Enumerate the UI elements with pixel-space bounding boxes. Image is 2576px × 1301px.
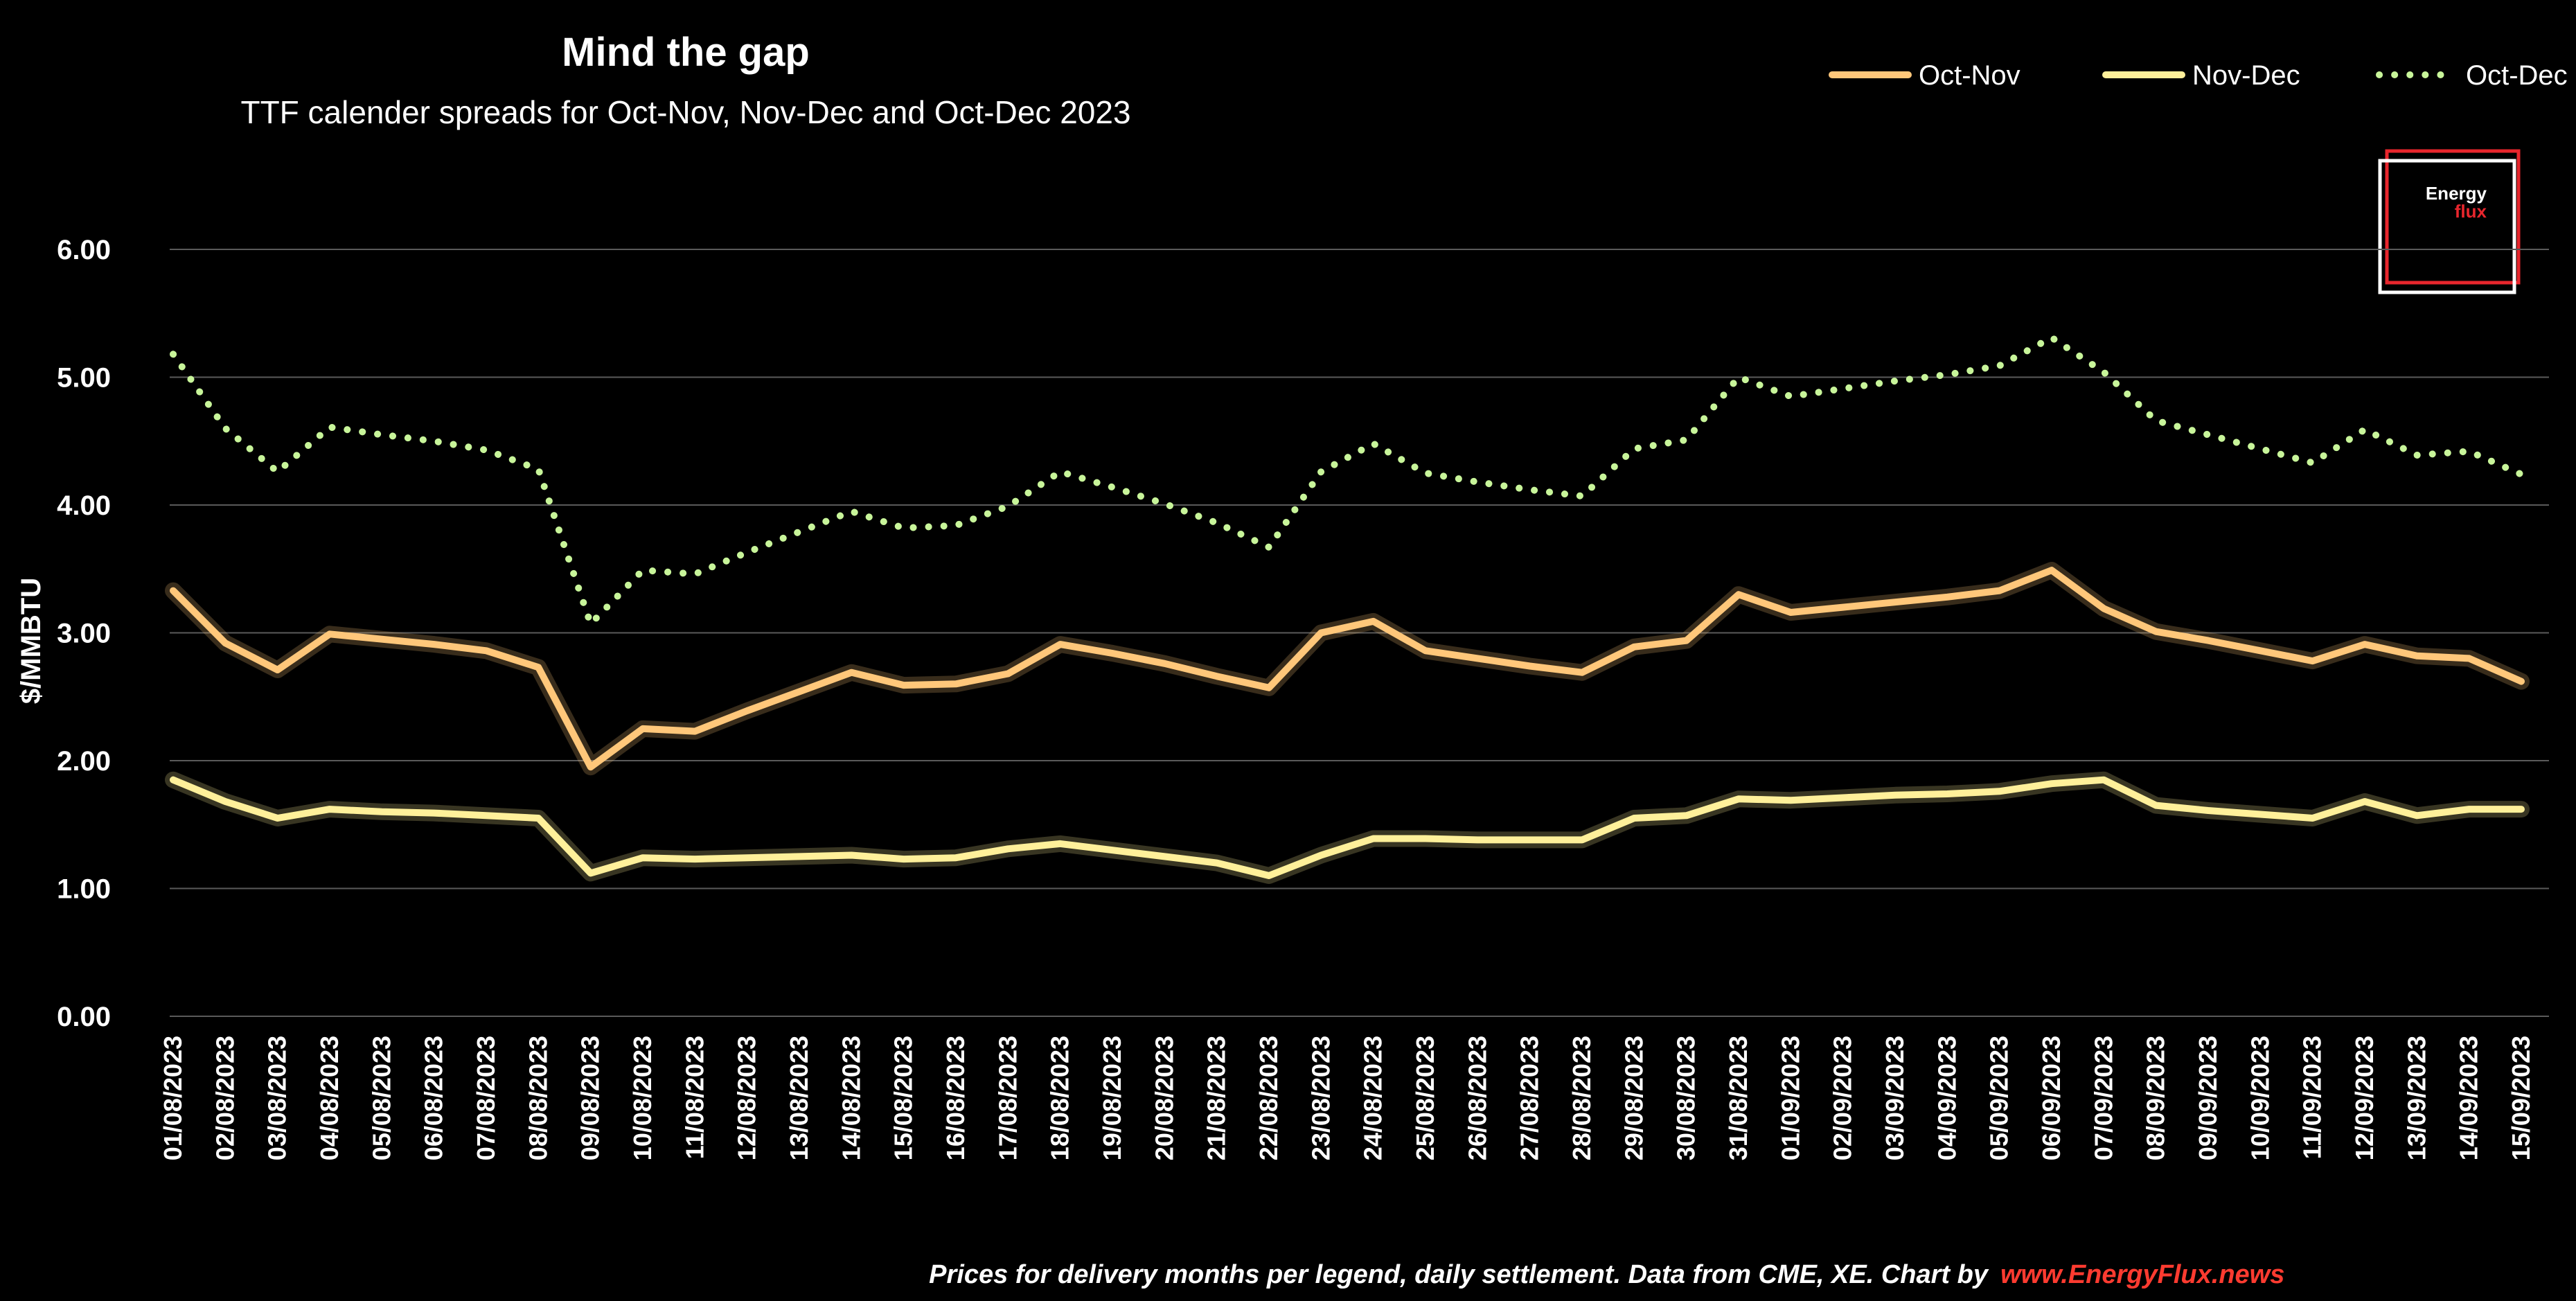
series-line-nov-dec: [170, 776, 2525, 879]
y-tick-label: 6.00: [57, 235, 111, 265]
x-tick-label: 15/08/2023: [889, 1036, 918, 1160]
x-tick-label: 03/09/2023: [1881, 1036, 1909, 1160]
x-tick-label: 12/09/2023: [2350, 1036, 2379, 1160]
x-tick-label: 17/08/2023: [993, 1036, 1022, 1160]
y-tick-label: 4.00: [57, 490, 111, 521]
x-tick-label: 06/08/2023: [420, 1036, 448, 1160]
y-axis-label: $/MMBTU: [16, 578, 46, 704]
y-tick-label: 3.00: [57, 619, 111, 649]
x-tick-label: 28/08/2023: [1567, 1036, 1596, 1160]
logo-text-energy: Energy: [2426, 183, 2487, 204]
footer-link[interactable]: www.EnergyFlux.news: [2000, 1260, 2284, 1289]
y-tick-label: 5.00: [57, 363, 111, 393]
y-tick-label: 0.00: [57, 1002, 111, 1032]
x-tick-label: 09/09/2023: [2194, 1036, 2222, 1160]
energyflux-logo: Energy flux: [2378, 149, 2521, 294]
footer: Prices for delivery months per legend, d…: [929, 1260, 2284, 1289]
x-tick-label: 03/08/2023: [263, 1036, 292, 1160]
x-tick-label: 05/08/2023: [367, 1036, 396, 1160]
legend-label-nov-dec: Nov-Dec: [2192, 60, 2300, 91]
y-tick-label: 2.00: [57, 746, 111, 777]
series-line-oct-nov: [170, 567, 2525, 771]
legend-label-oct-dec: Oct-Dec: [2466, 60, 2568, 91]
x-tick-label: 13/08/2023: [785, 1036, 813, 1160]
x-tick-label: 11/09/2023: [2298, 1036, 2327, 1159]
legend: Oct-Nov Nov-Dec Oct-Dec: [1829, 60, 2568, 91]
x-tick-label: 02/08/2023: [211, 1036, 239, 1160]
gridlines: [170, 249, 2549, 1017]
x-tick-label: 24/08/2023: [1359, 1036, 1387, 1160]
x-tick-label: 19/08/2023: [1098, 1036, 1126, 1160]
x-tick-label: 12/08/2023: [733, 1036, 761, 1160]
legend-label-oct-nov: Oct-Nov: [1919, 60, 2020, 91]
x-tick-label: 04/08/2023: [315, 1036, 344, 1160]
x-axis: 01/08/2023 02/08/2023 03/08/2023 04/08/2023…: [159, 1036, 2535, 1160]
x-tick-label: 27/08/2023: [1516, 1036, 1544, 1160]
chart-title: Mind the gap: [562, 30, 810, 75]
x-tick-label: 22/08/2023: [1254, 1036, 1283, 1160]
x-tick-label: 30/08/2023: [1672, 1036, 1700, 1160]
x-tick-label: 07/08/2023: [472, 1036, 500, 1160]
x-tick-label: 25/08/2023: [1411, 1036, 1439, 1160]
chart-subtitle: TTF calender spreads for Oct-Nov, Nov-De…: [240, 94, 1130, 130]
x-tick-label: 31/08/2023: [1724, 1036, 1752, 1160]
logo-red-frame: [2385, 149, 2521, 285]
x-tick-label: 18/08/2023: [1046, 1036, 1074, 1160]
x-tick-label: 20/08/2023: [1150, 1036, 1178, 1160]
x-tick-label: 11/08/2023: [680, 1036, 709, 1159]
x-tick-label: 26/08/2023: [1463, 1036, 1491, 1160]
x-tick-label: 04/09/2023: [1933, 1036, 1961, 1160]
x-tick-label: 16/08/2023: [941, 1036, 970, 1160]
x-tick-label: 05/09/2023: [1985, 1036, 2014, 1160]
footer-note: Prices for delivery months per legend, d…: [929, 1260, 1989, 1289]
x-tick-label: 06/09/2023: [2037, 1036, 2066, 1160]
series-line-oct-dec: [170, 334, 2525, 628]
x-tick-label: 14/08/2023: [837, 1036, 865, 1160]
x-tick-label: 08/08/2023: [524, 1036, 552, 1160]
x-tick-label: 02/09/2023: [1829, 1036, 1857, 1160]
x-tick-label: 09/08/2023: [576, 1036, 605, 1160]
logo-white-frame: [2378, 159, 2516, 294]
y-axis: 0.00 1.00 2.00 3.00 4.00 5.00 6.00: [57, 235, 111, 1032]
x-tick-label: 21/08/2023: [1202, 1036, 1231, 1160]
x-tick-label: 10/08/2023: [628, 1036, 657, 1160]
x-tick-label: 13/09/2023: [2402, 1036, 2431, 1160]
x-tick-label: 07/09/2023: [2089, 1036, 2117, 1160]
x-tick-label: 10/09/2023: [2246, 1036, 2274, 1160]
x-tick-label: 14/09/2023: [2455, 1036, 2483, 1160]
x-tick-label: 01/09/2023: [1776, 1036, 1804, 1160]
x-tick-label: 15/09/2023: [2507, 1036, 2535, 1160]
x-tick-label: 23/08/2023: [1306, 1036, 1335, 1160]
series-lines: [165, 334, 2530, 884]
logo-text-flux: flux: [2455, 201, 2487, 222]
x-tick-label: 08/09/2023: [2142, 1036, 2170, 1160]
y-tick-label: 1.00: [57, 874, 111, 905]
x-tick-label: 29/08/2023: [1619, 1036, 1648, 1160]
x-tick-label: 01/08/2023: [159, 1036, 187, 1160]
